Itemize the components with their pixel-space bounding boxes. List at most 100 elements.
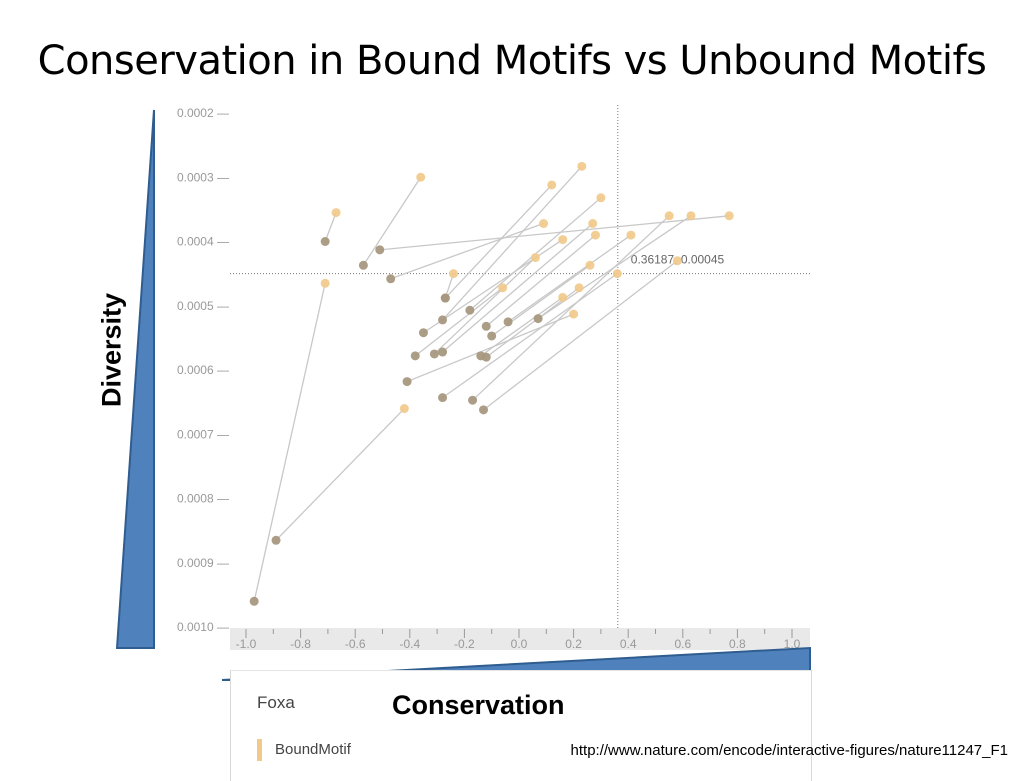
bound-point: [558, 292, 568, 302]
pair-connector: [444, 184, 553, 299]
pair-connector: [442, 273, 618, 399]
x-tick-label: 0.2: [565, 637, 582, 651]
unbound-point: [487, 331, 497, 341]
pair-connector: [275, 408, 405, 541]
x-tick-label: -0.2: [454, 637, 475, 651]
unbound-point: [320, 237, 330, 246]
diversity-axis-label: Diversity: [96, 292, 127, 408]
y-tick-label: 0.0004 —: [177, 235, 229, 249]
y-tick-label: 0.0007 —: [177, 427, 229, 441]
pair-connector: [324, 212, 337, 242]
bound-point: [530, 253, 540, 263]
x-tick-label: -0.4: [399, 637, 420, 651]
unbound-point: [402, 377, 412, 387]
bound-point: [498, 283, 508, 293]
x-axis-band: [230, 628, 810, 650]
pair-connector: [379, 215, 730, 251]
bound-point: [590, 230, 600, 240]
unbound-point: [533, 314, 543, 324]
y-tick-label: 0.0009 —: [177, 556, 229, 570]
unbound-point: [386, 274, 396, 284]
pair-connector: [362, 176, 422, 266]
legend-title: Foxa: [257, 693, 295, 712]
unbound-point: [249, 596, 259, 606]
crosshair: 0.36187, 0.00045: [230, 105, 810, 640]
y-tick-label: 0.0003 —: [177, 170, 229, 184]
unbound-point: [481, 321, 491, 331]
bound-point: [588, 219, 598, 229]
pair-connector: [442, 165, 583, 321]
source-url[interactable]: http://www.nature.com/encode/interactive…: [570, 742, 1008, 759]
unbound-point: [438, 347, 448, 357]
unbound-point: [410, 351, 420, 361]
data-points: [249, 161, 734, 606]
bound-point: [569, 309, 579, 319]
unbound-point: [418, 328, 428, 338]
unbound-point: [481, 352, 491, 362]
bound-point: [320, 278, 330, 288]
unbound-point: [271, 535, 281, 545]
unbound-point: [375, 245, 385, 255]
legend-entry-bound[interactable]: BoundMotif: [275, 741, 351, 758]
x-tick-label: 1.0: [784, 637, 801, 651]
bound-point: [585, 260, 595, 270]
x-axis: -1.0 -0.8 -0.6 -0.4 -0.2 0.0 0.2 0.4 0.6 0.8 1.0: [230, 628, 810, 651]
unbound-point: [358, 260, 368, 270]
slide-title: Conservation in Bound Motifs vs Unbound …: [37, 38, 987, 84]
x-tick-label: -0.8: [290, 637, 311, 651]
y-tick-label: 0.0008 —: [177, 492, 229, 506]
bound-point: [416, 172, 426, 182]
bound-point: [724, 211, 734, 221]
unbound-point: [503, 317, 513, 327]
unbound-point: [440, 293, 450, 303]
bound-point: [547, 180, 557, 190]
x-tick-label: -1.0: [236, 637, 257, 651]
bound-point: [539, 219, 549, 229]
bound-point: [331, 208, 341, 218]
unbound-point: [429, 349, 439, 359]
y-tick-label: 0.0010 —: [177, 620, 229, 634]
x-tick-label: 0.8: [729, 637, 746, 651]
bound-point: [558, 235, 568, 245]
x-tick-label: 0.4: [620, 637, 637, 651]
bound-point: [448, 269, 458, 279]
legend-swatch-bound: [257, 739, 262, 761]
bound-point: [574, 283, 584, 293]
pair-connector: [485, 234, 596, 327]
pair-connector: [472, 215, 670, 401]
unbound-point: [479, 405, 489, 415]
unbound-point: [465, 305, 475, 315]
pair-connectors: [253, 165, 730, 602]
unbound-point: [438, 315, 448, 325]
pair-connector: [483, 260, 678, 411]
bound-point: [399, 404, 409, 414]
pair-connector: [507, 234, 632, 323]
pair-connector: [433, 257, 536, 355]
unbound-point: [438, 393, 448, 403]
y-axis: 0.0002 — 0.0003 — 0.0004 — 0.0005 — 0.0006 —…: [177, 106, 229, 634]
y-tick-label: 0.0006 —: [177, 363, 229, 377]
x-tick-label: -0.6: [345, 637, 366, 651]
bound-point: [664, 211, 674, 221]
diversity-arrow: [115, 109, 155, 649]
x-tick-label: 0.0: [511, 637, 528, 651]
legend: Foxa BoundMotif: [230, 670, 812, 781]
bound-point: [577, 161, 587, 171]
pair-connector: [390, 222, 544, 280]
pair-connector: [414, 287, 504, 357]
x-tick-label: 0.6: [674, 637, 691, 651]
y-tick-label: 0.0005 —: [177, 299, 229, 313]
bound-point: [672, 256, 682, 266]
bound-point: [612, 269, 622, 279]
conservation-axis-label: Conservation: [392, 690, 565, 720]
pair-connector: [423, 239, 564, 334]
unbound-point: [468, 395, 478, 405]
pair-connector: [406, 313, 574, 383]
bound-point: [596, 193, 606, 203]
y-tick-label: 0.0002 —: [177, 106, 229, 120]
pair-connector: [442, 223, 594, 353]
bound-point: [686, 211, 696, 221]
bound-point: [626, 230, 636, 240]
pair-connector: [253, 283, 326, 602]
